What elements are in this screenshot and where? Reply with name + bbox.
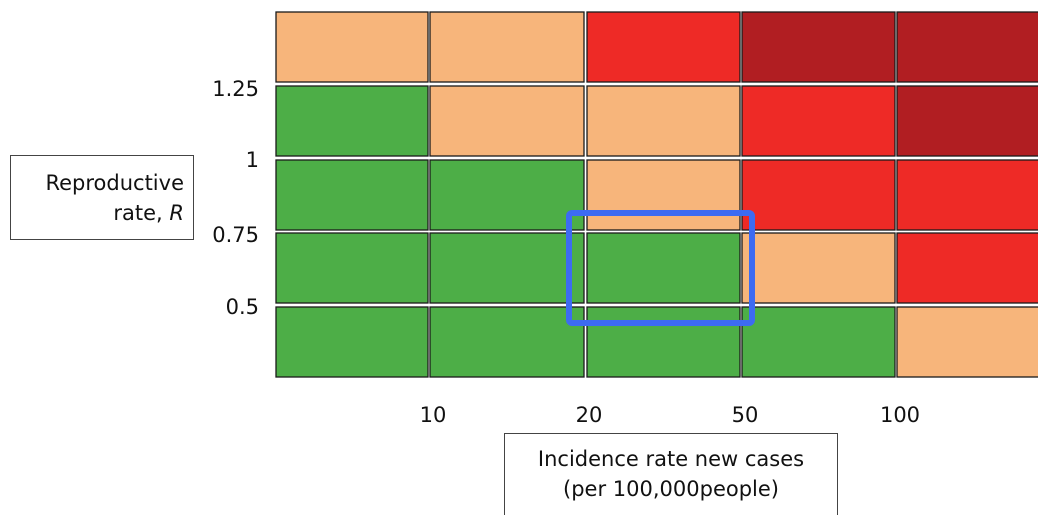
- x-tick-label: 100: [880, 403, 920, 427]
- heatmap-cell-r0-c4: [896, 11, 1038, 83]
- x-axis-label-line1: Incidence rate new cases: [537, 447, 805, 471]
- heatmap-cell-r4-c1: [429, 306, 585, 378]
- heatmap-cell-r3-c1: [429, 232, 585, 304]
- heatmap-cell-r2-c1: [429, 159, 585, 231]
- heatmap-cell-r1-c2: [586, 85, 741, 157]
- heatmap-cell-r3-c2: [586, 232, 741, 304]
- x-axis-label-line2: (per 100,000people): [563, 477, 779, 501]
- heatmap-cell-r0-c3: [741, 11, 896, 83]
- y-axis-label: Reproductive rate, R: [10, 155, 194, 240]
- heatmap-cell-r2-c4: [896, 159, 1038, 231]
- heatmap-cell-r2-c0: [275, 159, 429, 231]
- heatmap-cell-r4-c2: [586, 306, 741, 378]
- y-axis-label-line2: rate, R: [11, 198, 184, 228]
- heatmap-cell-r0-c1: [429, 11, 585, 83]
- heatmap-cell-r1-c4: [896, 85, 1038, 157]
- heatmap-cell-r3-c0: [275, 232, 429, 304]
- heatmap-cell-r2-c2: [586, 159, 741, 231]
- y-axis-label-line1: Reproductive: [45, 171, 184, 195]
- heatmap-cell-r0-c2: [586, 11, 741, 83]
- x-axis-label: Incidence rate new cases (per 100,000peo…: [504, 433, 838, 515]
- heatmap-cell-r3-c3: [741, 232, 896, 304]
- y-tick-label: 0.75: [212, 223, 259, 247]
- heatmap-cell-r0-c0: [275, 11, 429, 83]
- heatmap-cell-r1-c1: [429, 85, 585, 157]
- heatmap-cell-r1-c3: [741, 85, 896, 157]
- heatmap-cell-r3-c4: [896, 232, 1038, 304]
- x-tick-label: 20: [576, 403, 603, 427]
- y-axis-label-symbol: R: [169, 201, 184, 225]
- heatmap-cell-r4-c4: [896, 306, 1038, 378]
- y-tick-label: 0.5: [226, 295, 259, 319]
- y-tick-label: 1: [246, 148, 259, 172]
- x-tick-label: 10: [420, 403, 447, 427]
- x-tick-label: 50: [732, 403, 759, 427]
- highlight-box: [566, 210, 755, 326]
- y-axis-label-prefix: rate,: [113, 201, 170, 225]
- y-tick-label: 1.25: [212, 77, 259, 101]
- heatmap-cell-r4-c0: [275, 306, 429, 378]
- heatmap-cell-r2-c3: [741, 159, 896, 231]
- heatmap-cell-r4-c3: [741, 306, 896, 378]
- heatmap-cell-r1-c0: [275, 85, 429, 157]
